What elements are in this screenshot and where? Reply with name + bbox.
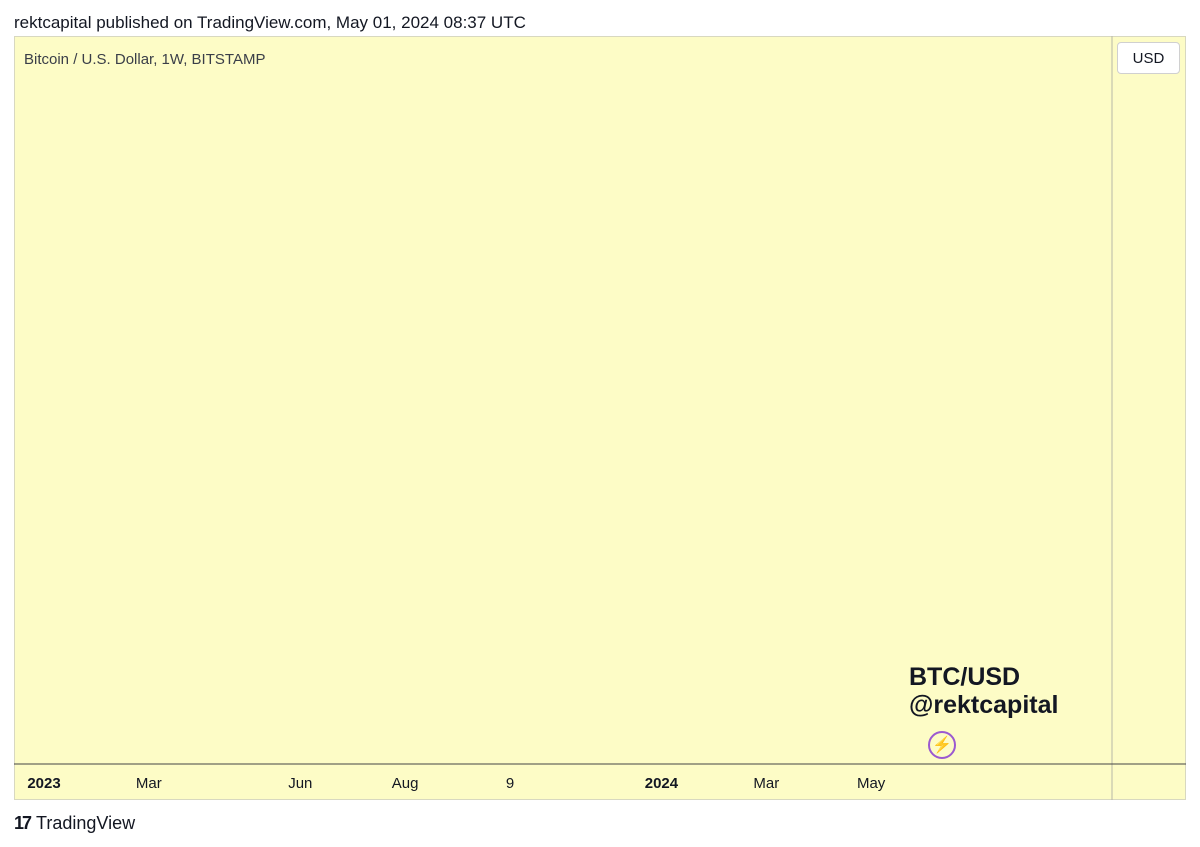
publish-header: rektcapital published on TradingView.com…: [14, 13, 526, 32]
chart-area[interactable]: [14, 36, 1186, 800]
currency-button[interactable]: USD: [1117, 42, 1180, 74]
symbol-title: Bitcoin / U.S. Dollar, 1W, BITSTAMP: [24, 51, 266, 68]
lightning-bolt-icon[interactable]: ⚡: [928, 731, 956, 759]
watermark-line-1: BTC/USD: [909, 663, 1021, 691]
x-tick-label: 2024: [645, 775, 679, 792]
x-tick-label: Jun: [288, 775, 312, 792]
footer-logo[interactable]: 17 TradingView: [14, 813, 135, 834]
x-tick-label: Mar: [136, 775, 162, 792]
watermark: BTC/USD @rektcapital: [909, 663, 1058, 719]
x-tick-label: 2023: [27, 775, 60, 792]
x-tick-label: 9: [506, 775, 514, 792]
footer-brand: TradingView: [36, 813, 136, 833]
tradingview-logo-icon: 17: [14, 813, 32, 833]
x-tick-label: Aug: [392, 775, 419, 792]
watermark-line-2: @rektcapital: [909, 691, 1059, 719]
x-tick-label: May: [857, 775, 886, 792]
x-tick-label: Mar: [753, 775, 779, 792]
